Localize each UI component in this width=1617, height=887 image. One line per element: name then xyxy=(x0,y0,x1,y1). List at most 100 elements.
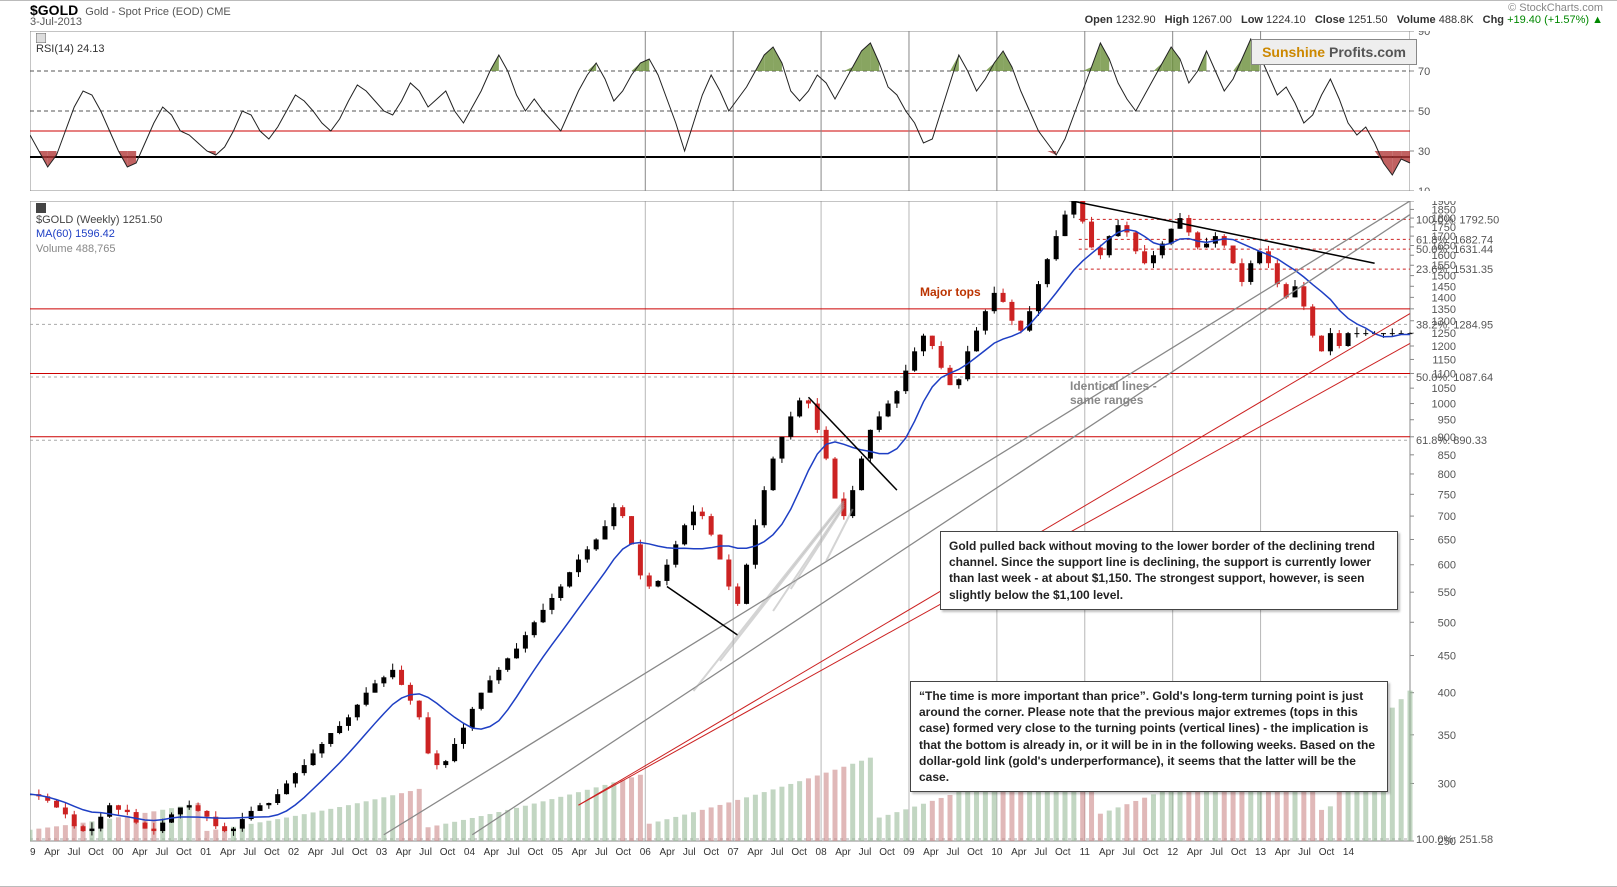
svg-text:250: 250 xyxy=(1438,836,1456,848)
svg-text:Apr: Apr xyxy=(396,847,412,858)
svg-text:1050: 1050 xyxy=(1432,383,1456,395)
svg-text:1200: 1200 xyxy=(1432,341,1456,353)
svg-text:Oct: Oct xyxy=(967,847,983,858)
svg-text:Jul: Jul xyxy=(771,847,784,858)
svg-text:00: 00 xyxy=(112,847,124,858)
svg-text:750: 750 xyxy=(1438,489,1456,501)
svg-text:Jul: Jul xyxy=(683,847,696,858)
svg-text:03: 03 xyxy=(376,847,388,858)
svg-text:Jul: Jul xyxy=(507,847,520,858)
svg-text:900: 900 xyxy=(1438,432,1456,444)
svg-text:Jul: Jul xyxy=(1298,847,1311,858)
svg-text:1100: 1100 xyxy=(1432,368,1456,380)
svg-text:99: 99 xyxy=(30,847,36,858)
svg-text:07: 07 xyxy=(728,847,740,858)
svg-text:Oct: Oct xyxy=(1231,847,1247,858)
svg-text:04: 04 xyxy=(464,847,476,858)
svg-text:Jul: Jul xyxy=(1122,847,1135,858)
svg-text:350: 350 xyxy=(1438,730,1456,742)
svg-text:1450: 1450 xyxy=(1432,281,1456,293)
main-labels: $GOLD (Weekly) 1251.50 MA(60) 1596.42 Vo… xyxy=(36,203,162,256)
svg-text:Apr: Apr xyxy=(747,847,763,858)
svg-text:1300: 1300 xyxy=(1432,316,1456,328)
rsi-label: RSI(14) 24.13 xyxy=(36,33,104,55)
chart-root: $GOLD Gold - Spot Price (EOD) CME 3-Jul-… xyxy=(0,0,1617,887)
svg-text:Apr: Apr xyxy=(1011,847,1027,858)
svg-text:Oct: Oct xyxy=(616,847,632,858)
svg-text:Apr: Apr xyxy=(1099,847,1115,858)
svg-text:800: 800 xyxy=(1438,469,1456,481)
svg-text:90: 90 xyxy=(1418,31,1430,38)
svg-text:11: 11 xyxy=(1080,847,1091,858)
svg-text:Apr: Apr xyxy=(572,847,588,858)
svg-text:500: 500 xyxy=(1438,617,1456,629)
svg-text:Oct: Oct xyxy=(528,847,544,858)
chart-header: $GOLD Gold - Spot Price (EOD) CME 3-Jul-… xyxy=(30,2,1609,30)
svg-text:Apr: Apr xyxy=(1275,847,1291,858)
svg-text:30: 30 xyxy=(1418,146,1430,158)
svg-text:Jul: Jul xyxy=(419,847,432,858)
svg-text:Apr: Apr xyxy=(220,847,236,858)
svg-text:1350: 1350 xyxy=(1432,304,1456,316)
svg-text:Oct: Oct xyxy=(88,847,104,858)
svg-text:1250: 1250 xyxy=(1432,328,1456,340)
annotation-identical-lines: Identical lines - same ranges xyxy=(1070,379,1157,407)
svg-text:Oct: Oct xyxy=(352,847,368,858)
svg-text:Oct: Oct xyxy=(176,847,192,858)
svg-text:650: 650 xyxy=(1438,534,1456,546)
svg-text:Jul: Jul xyxy=(1210,847,1223,858)
svg-text:400: 400 xyxy=(1438,688,1456,700)
svg-text:700: 700 xyxy=(1438,511,1456,523)
svg-text:Apr: Apr xyxy=(132,847,148,858)
annotation-major-tops: Major tops xyxy=(920,285,981,299)
svg-text:550: 550 xyxy=(1438,587,1456,599)
svg-text:02: 02 xyxy=(288,847,300,858)
svg-text:Oct: Oct xyxy=(264,847,280,858)
svg-text:Jul: Jul xyxy=(331,847,344,858)
svg-text:Jul: Jul xyxy=(155,847,168,858)
svg-text:Jul: Jul xyxy=(595,847,608,858)
svg-text:70: 70 xyxy=(1418,66,1430,78)
svg-text:Apr: Apr xyxy=(1187,847,1203,858)
svg-text:50: 50 xyxy=(1418,106,1430,118)
svg-text:06: 06 xyxy=(640,847,652,858)
svg-text:Jul: Jul xyxy=(68,847,81,858)
svg-text:Jul: Jul xyxy=(1034,847,1047,858)
svg-text:450: 450 xyxy=(1438,651,1456,663)
svg-text:Oct: Oct xyxy=(879,847,895,858)
svg-text:Apr: Apr xyxy=(835,847,851,858)
ticker-desc: Gold - Spot Price (EOD) CME xyxy=(85,6,230,18)
svg-text:1400: 1400 xyxy=(1432,292,1456,304)
svg-text:Oct: Oct xyxy=(1319,847,1335,858)
svg-text:05: 05 xyxy=(552,847,564,858)
svg-text:Oct: Oct xyxy=(791,847,807,858)
svg-text:100.0%: 1792.50: 100.0%: 1792.50 xyxy=(1416,214,1499,226)
svg-text:14: 14 xyxy=(1343,847,1355,858)
svg-text:300: 300 xyxy=(1438,778,1456,790)
svg-text:09: 09 xyxy=(903,847,915,858)
svg-text:10: 10 xyxy=(1418,186,1430,191)
svg-text:13: 13 xyxy=(1255,847,1267,858)
svg-text:Apr: Apr xyxy=(484,847,500,858)
svg-text:Oct: Oct xyxy=(440,847,456,858)
svg-text:1000: 1000 xyxy=(1432,399,1456,411)
svg-text:Apr: Apr xyxy=(44,847,60,858)
annotation-box-turning-point: “The time is more important than price”.… xyxy=(910,681,1388,792)
svg-text:1900: 1900 xyxy=(1432,201,1456,208)
svg-text:Jul: Jul xyxy=(243,847,256,858)
watermark: Sunshine Profits.com xyxy=(1251,39,1417,65)
svg-text:Jul: Jul xyxy=(859,847,872,858)
svg-text:Apr: Apr xyxy=(923,847,939,858)
annotation-box-support: Gold pulled back without moving to the l… xyxy=(940,531,1398,610)
svg-text:12: 12 xyxy=(1167,847,1179,858)
svg-text:Oct: Oct xyxy=(1055,847,1071,858)
svg-text:1150: 1150 xyxy=(1432,354,1456,366)
svg-text:Oct: Oct xyxy=(1143,847,1159,858)
svg-text:1500: 1500 xyxy=(1432,271,1456,283)
svg-text:950: 950 xyxy=(1438,415,1456,427)
svg-text:Oct: Oct xyxy=(703,847,719,858)
source-label: © StockCharts.com xyxy=(1508,2,1603,14)
svg-text:850: 850 xyxy=(1438,450,1456,462)
svg-text:10: 10 xyxy=(991,847,1003,858)
svg-text:08: 08 xyxy=(816,847,828,858)
